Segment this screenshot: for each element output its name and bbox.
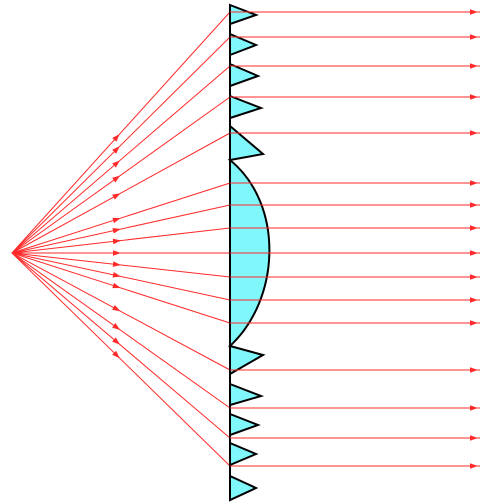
incoming-ray-arrowhead xyxy=(112,175,121,183)
incoming-ray xyxy=(11,252,231,324)
incoming-ray xyxy=(11,96,231,254)
incoming-ray-arrowhead xyxy=(112,282,121,289)
outgoing-ray-arrowhead xyxy=(470,34,478,40)
incoming-ray-arrowhead xyxy=(112,350,120,359)
incoming-ray xyxy=(11,252,231,278)
incoming-ray-arrowhead xyxy=(112,193,121,200)
incoming-ray-arrowhead xyxy=(112,304,121,312)
outgoing-ray-arrowhead xyxy=(470,435,478,441)
incoming-ray-arrowhead xyxy=(112,337,121,345)
outgoing-ray-arrowhead xyxy=(470,405,478,411)
incoming-ray xyxy=(11,252,231,371)
incoming-ray-arrowhead xyxy=(112,160,121,168)
incoming-ray xyxy=(11,65,231,254)
incoming-ray xyxy=(11,204,231,254)
outgoing-ray-arrowhead xyxy=(470,250,478,256)
incoming-ray xyxy=(11,252,231,301)
outgoing-ray-arrowhead xyxy=(470,202,478,208)
outgoing-ray-arrowhead xyxy=(470,297,478,303)
incoming-ray-arrowhead xyxy=(113,250,121,256)
incoming-ray xyxy=(11,227,231,254)
incoming-ray-arrowhead xyxy=(112,238,121,245)
incoming-rays xyxy=(11,11,231,467)
incoming-ray-arrowhead xyxy=(112,228,121,234)
incoming-ray xyxy=(11,252,231,409)
incoming-ray-arrowhead xyxy=(112,323,121,330)
incoming-ray xyxy=(11,11,231,254)
incoming-ray xyxy=(11,252,231,439)
outgoing-ray-arrowhead xyxy=(470,225,478,231)
outgoing-ray-arrowhead xyxy=(470,367,478,373)
incoming-ray-arrowhead xyxy=(112,261,121,267)
incoming-ray-arrowhead xyxy=(112,146,120,154)
incoming-ray-arrowhead xyxy=(112,217,121,224)
outgoing-ray-arrowhead xyxy=(470,320,478,326)
incoming-ray xyxy=(11,132,231,254)
incoming-ray xyxy=(11,252,231,467)
outgoing-ray-arrowhead xyxy=(470,94,478,100)
outgoing-ray-arrowhead xyxy=(470,463,478,469)
outgoing-ray-arrowhead xyxy=(470,130,478,136)
outgoing-rays xyxy=(230,9,480,469)
outgoing-ray-arrowhead xyxy=(470,274,478,280)
incoming-ray xyxy=(11,182,231,254)
incoming-ray-arrowhead xyxy=(112,272,121,278)
outgoing-ray-arrowhead xyxy=(470,180,478,186)
outgoing-ray-arrowhead xyxy=(470,63,478,69)
incoming-ray xyxy=(11,36,231,254)
incoming-ray-arrowhead xyxy=(112,133,120,142)
outgoing-ray-arrowhead xyxy=(470,9,478,15)
